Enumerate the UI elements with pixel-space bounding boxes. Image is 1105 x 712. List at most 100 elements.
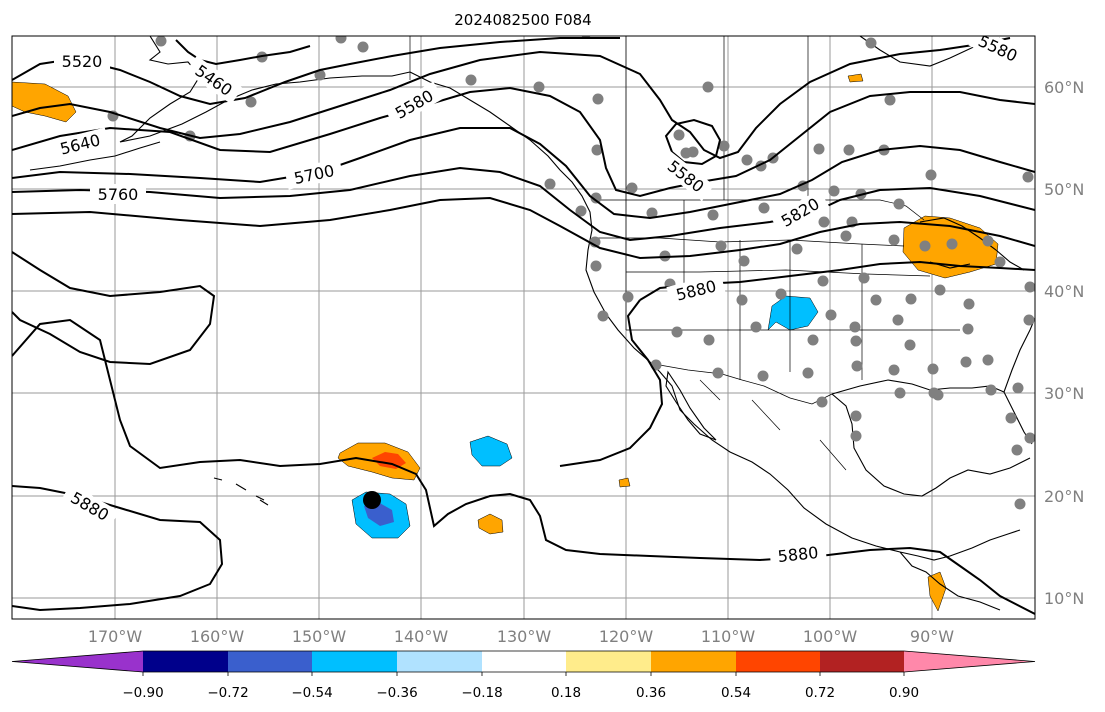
latitude-tick-label: 30°N [1044, 384, 1084, 403]
contour-5460 [175, 39, 311, 66]
colorbar-segment [482, 651, 566, 672]
latitude-tick-label: 50°N [1044, 180, 1084, 199]
latitude-tick-label: 40°N [1044, 282, 1084, 301]
strong-positive-anomaly-region [372, 452, 406, 469]
contour-5760 [12, 166, 1035, 242]
station-marker [919, 240, 931, 252]
station-marker [985, 384, 997, 396]
colorbar-segment [820, 651, 904, 672]
map-title: 2024082500 F084 [454, 11, 591, 29]
hawaii-islands [213, 477, 269, 506]
colorbar-segment [651, 651, 736, 672]
station-marker [850, 430, 862, 442]
station-marker [357, 41, 369, 53]
colorbar-extend-low [12, 651, 143, 672]
colorbar-tick-label: 0.54 [721, 685, 751, 701]
station-marker [1023, 314, 1035, 326]
longitude-tick-label: 140°W [394, 627, 449, 646]
station-marker [884, 94, 896, 106]
station-marker [687, 146, 699, 158]
station-marker [802, 367, 814, 379]
station-marker [828, 185, 840, 197]
contour-label: 5520 [62, 52, 103, 71]
longitude-tick-label: 100°W [803, 627, 858, 646]
station-marker [894, 387, 906, 399]
station-marker [927, 363, 939, 375]
longitude-labels: 170°W 160°W 150°W 140°W 130°W 120°W 110°W 100°W… [88, 627, 954, 646]
colorbar-segment [397, 651, 482, 672]
station-marker [622, 291, 634, 303]
station-marker [850, 410, 862, 422]
colorbar-tick-label: −0.90 [122, 685, 163, 701]
map-frame [11, 35, 1036, 620]
station-marker [741, 154, 753, 166]
station-marker [850, 335, 862, 347]
station-marker [888, 364, 900, 376]
station-marker [925, 169, 937, 181]
longitude-tick-label: 90°W [910, 627, 954, 646]
alaska-coast [119, 36, 411, 143]
longitude-tick-label: 120°W [599, 627, 654, 646]
latitude-tick-label: 60°N [1044, 78, 1084, 97]
station-marker [590, 192, 602, 204]
station-marker [465, 74, 477, 86]
station-marker [843, 144, 855, 156]
mexico-state-borders [699, 379, 847, 471]
positive-anomaly-region [477, 513, 504, 535]
contour-5820 [12, 196, 1035, 260]
canada-province-border [625, 36, 809, 200]
central-america-coast [899, 551, 1001, 611]
station-marker [245, 96, 257, 108]
station-marker [758, 202, 770, 214]
colorbar-tick-label: −0.36 [376, 685, 417, 701]
station-marker [962, 323, 974, 335]
station-marker [858, 272, 870, 284]
station-marker [155, 36, 167, 47]
contour-label: 5880 [777, 543, 819, 566]
station-marker [757, 370, 769, 382]
colorbar-segment [566, 651, 651, 672]
contour-5640 [12, 86, 1035, 198]
colorbar-extend-high [904, 651, 1035, 672]
station-marker [646, 207, 658, 219]
colorbar-tick-label: −0.72 [207, 685, 248, 701]
station-marker [892, 314, 904, 326]
station-marker [1014, 498, 1026, 510]
station-marker [533, 81, 545, 93]
aleutian-islands [29, 141, 161, 171]
contour-label: 5760 [98, 185, 139, 204]
station-marker [1024, 281, 1035, 293]
station-marker [960, 356, 972, 368]
station-marker [1005, 412, 1017, 424]
negative-anomaly-region [767, 295, 819, 331]
latitude-tick-label: 20°N [1044, 487, 1084, 506]
station-marker [673, 129, 685, 141]
station-marker [590, 260, 602, 272]
station-marker [870, 294, 882, 306]
station-marker [791, 243, 803, 255]
station-marker [712, 367, 724, 379]
station-marker [750, 321, 762, 333]
station-marker [963, 298, 975, 310]
storm-center-marker [363, 491, 381, 509]
colorbar-tick-label: 0.72 [805, 685, 835, 701]
station-marker [849, 321, 861, 333]
station-marker [592, 93, 604, 105]
station-marker [718, 140, 730, 152]
height-contours [12, 37, 1035, 615]
station-marker [934, 284, 946, 296]
station-marker [807, 334, 819, 346]
station-marker [982, 354, 994, 366]
station-marker [591, 144, 603, 156]
station-marker [702, 81, 714, 93]
colorbar-tick-label: −0.18 [461, 685, 502, 701]
positive-anomaly-region [618, 477, 631, 488]
colorbar-segment [312, 651, 397, 672]
station-marker [840, 230, 852, 242]
colorbar: −0.90 −0.72 −0.54 −0.36 −0.18 0.18 0.36 0.54 0.7… [11, 650, 1036, 701]
station-marker [904, 339, 916, 351]
longitude-tick-label: 150°W [292, 627, 347, 646]
station-marker [817, 275, 829, 287]
colorbar-segment [228, 651, 312, 672]
